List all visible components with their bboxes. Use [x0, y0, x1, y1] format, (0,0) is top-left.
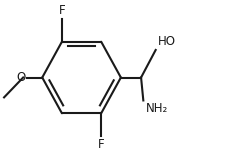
Text: O: O — [16, 71, 25, 84]
Text: HO: HO — [157, 35, 175, 48]
Text: F: F — [97, 138, 104, 151]
Text: NH₂: NH₂ — [145, 102, 167, 115]
Text: F: F — [58, 4, 65, 17]
